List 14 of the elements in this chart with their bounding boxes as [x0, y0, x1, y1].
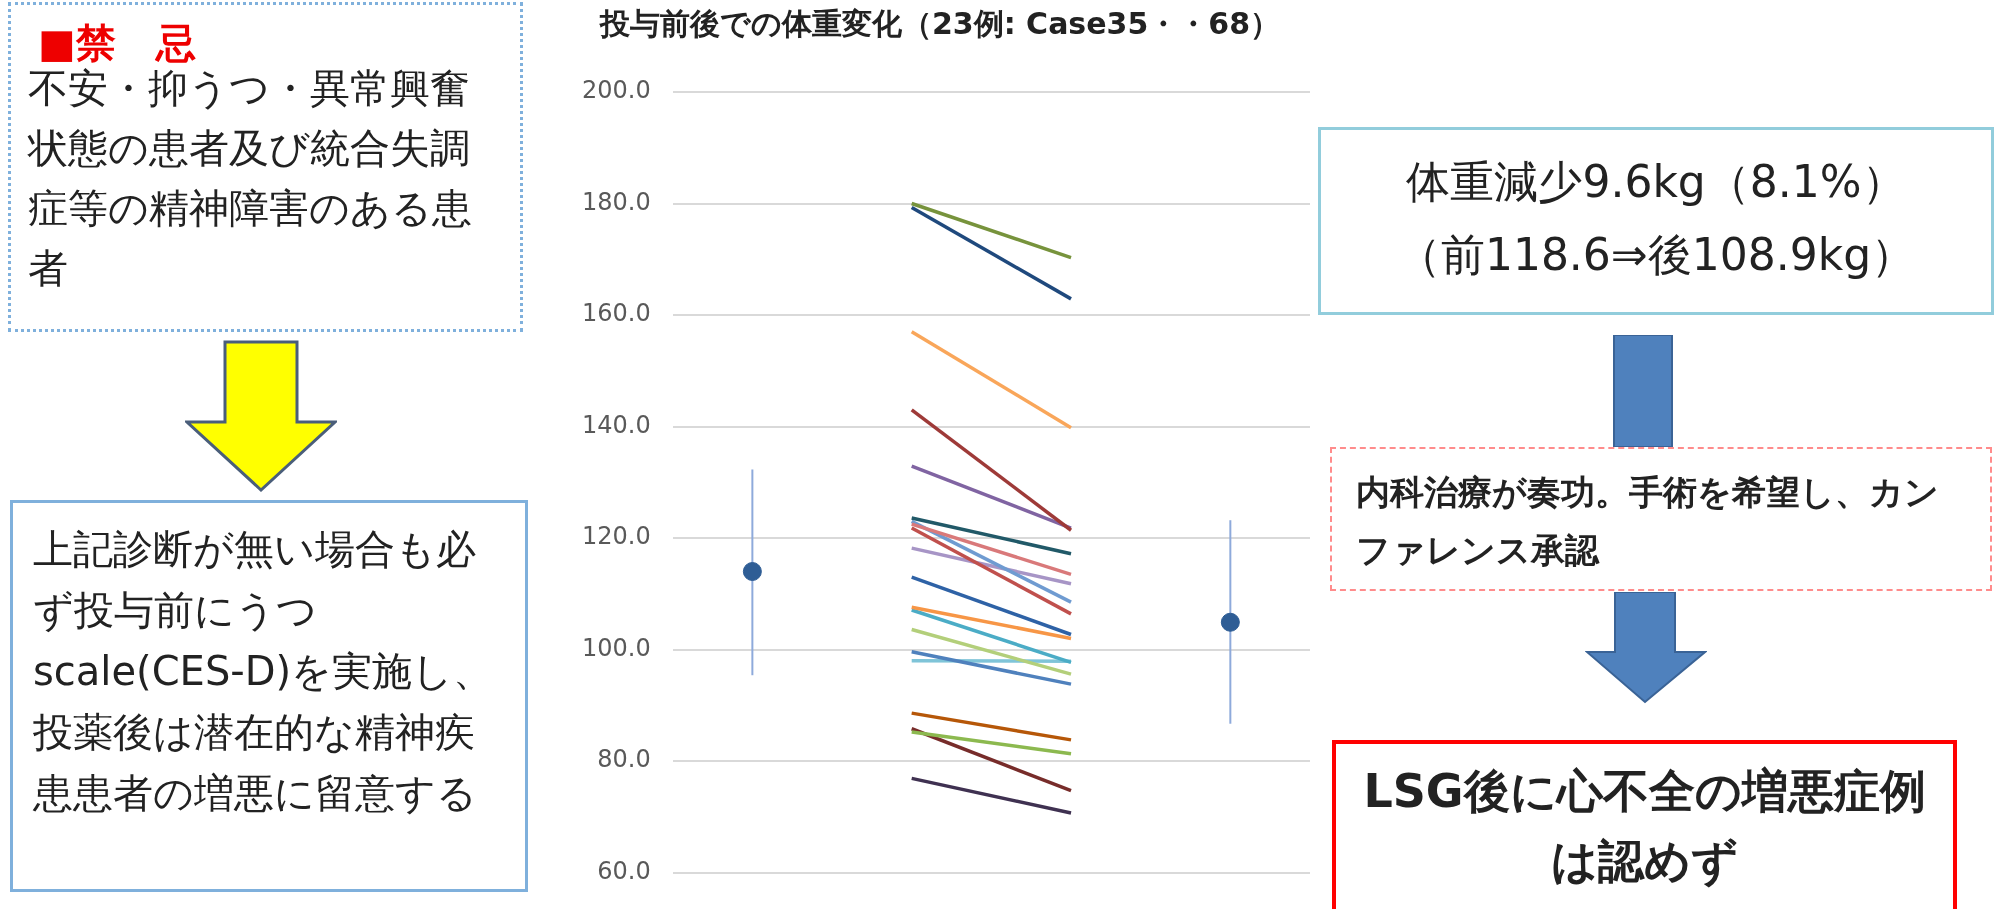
- y-tick-label: 140.0: [581, 410, 651, 439]
- text: 内科治療が奏功。手術を希望し、カンファレンス承認: [1330, 447, 1992, 591]
- y-tick-label: 100.0: [581, 633, 651, 662]
- text: （前118.6⇒後108.9kg）: [1318, 217, 1994, 315]
- text: 体重減少9.6kg（8.1%）: [1406, 156, 1906, 207]
- y-tick-label: 180.0: [581, 187, 651, 216]
- y-tick-label: 60.0: [597, 856, 651, 885]
- y-tick-label: 160.0: [581, 299, 651, 328]
- text: 上記診断が無い場合も必ず投与前にうつscale(CES-D)を実施し、投薬後は潜在的な精神疾患患者の増悪に留意する: [10, 500, 528, 892]
- y-tick-label: 200.0: [581, 76, 651, 105]
- y-tick-label: 80.0: [597, 745, 651, 774]
- text: LSG後に心不全の増悪症例は認めず: [1332, 740, 1957, 909]
- y-tick-label: 120.0: [581, 522, 651, 551]
- chart-title: 投与前後での体重変化（23例: Case35・・68）: [598, 5, 1281, 41]
